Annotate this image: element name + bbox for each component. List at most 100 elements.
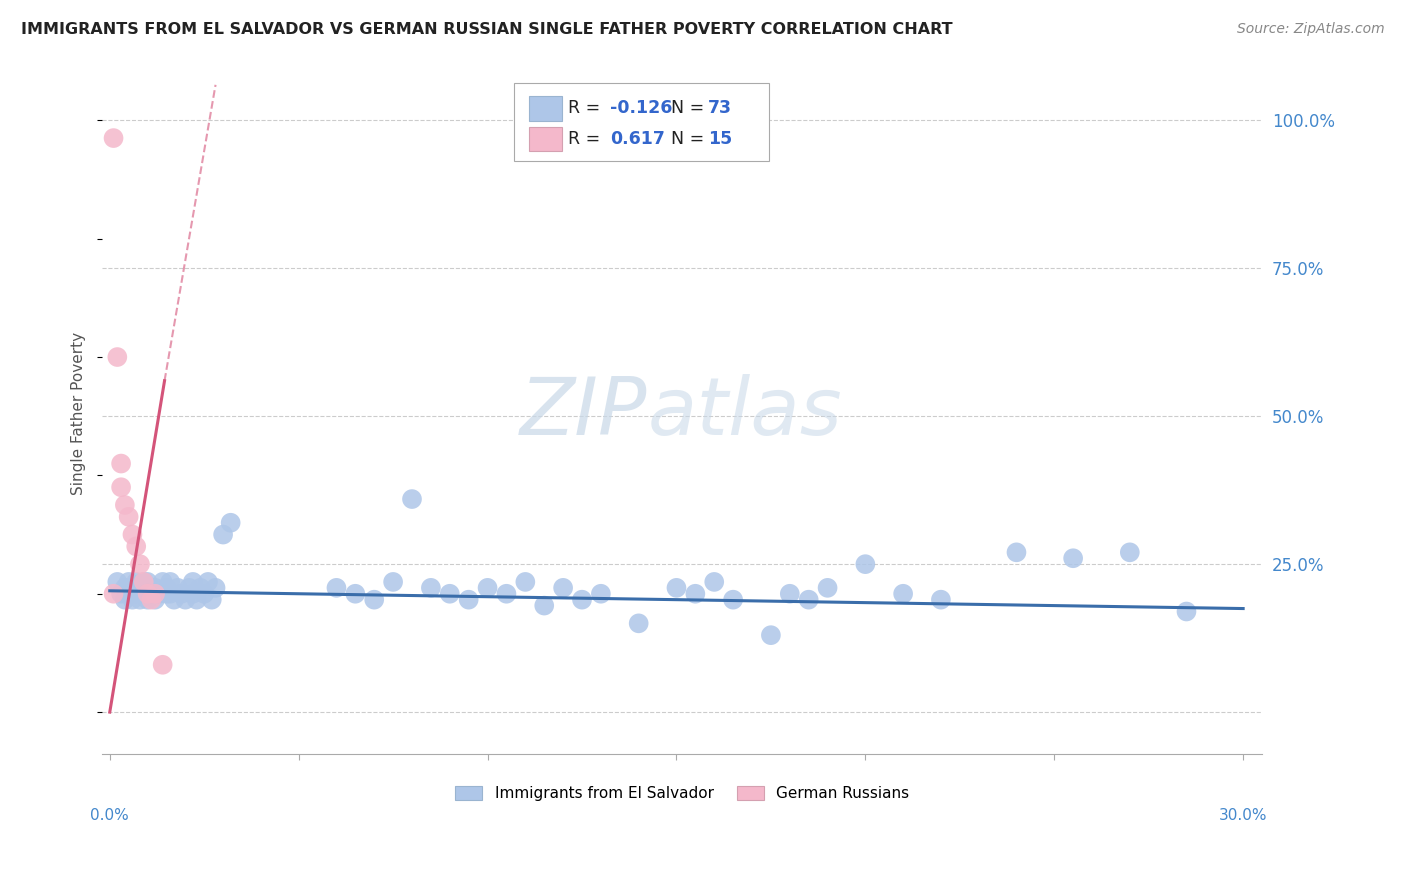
Point (105, 350, 128, 364)
Point (141, 587, 163, 601)
Point (457, 592, 479, 607)
Text: -0.126: -0.126 (610, 99, 672, 118)
Point (703, 574, 725, 589)
Point (212, 527, 235, 541)
Point (891, 587, 914, 601)
Point (325, 581, 347, 595)
Point (103, 131, 125, 145)
Point (114, 581, 136, 595)
Point (163, 592, 186, 607)
Point (143, 592, 166, 607)
Legend: Immigrants from El Salvador, German Russians: Immigrants from El Salvador, German Russ… (449, 780, 915, 807)
Point (477, 581, 499, 595)
Text: Source: ZipAtlas.com: Source: ZipAtlas.com (1237, 22, 1385, 37)
Point (170, 587, 193, 601)
Point (759, 628, 782, 642)
Text: 73: 73 (707, 99, 731, 118)
Point (136, 587, 159, 601)
Point (125, 587, 148, 601)
Text: 30.0%: 30.0% (1219, 808, 1267, 823)
Point (817, 581, 839, 595)
Point (533, 599, 555, 613)
Point (129, 581, 152, 595)
Point (1062, 551, 1084, 566)
Point (181, 574, 204, 589)
Point (159, 574, 181, 589)
Point (186, 592, 208, 607)
Point (143, 587, 166, 601)
Text: N =: N = (671, 130, 709, 148)
Point (121, 581, 143, 595)
Text: ZIP: ZIP (520, 375, 647, 452)
Point (853, 557, 876, 571)
Point (143, 581, 166, 595)
Point (515, 574, 537, 589)
Point (136, 592, 159, 607)
Point (419, 581, 441, 595)
Point (1175, 605, 1198, 619)
Point (797, 592, 820, 607)
Text: N =: N = (671, 99, 709, 118)
Point (1119, 545, 1142, 559)
Point (155, 581, 177, 595)
Point (110, 587, 132, 601)
Text: R =: R = (568, 99, 606, 118)
Point (129, 557, 152, 571)
Point (685, 587, 707, 601)
Y-axis label: Single Father Poverty: Single Father Poverty (72, 332, 86, 495)
Point (627, 616, 650, 631)
Point (118, 587, 141, 601)
Point (159, 587, 181, 601)
Point (344, 587, 367, 601)
Text: 0.617: 0.617 (610, 130, 665, 148)
Point (132, 574, 155, 589)
Point (439, 587, 461, 601)
Point (401, 491, 423, 506)
Point (152, 574, 174, 589)
Point (201, 592, 224, 607)
Point (181, 587, 204, 601)
Point (118, 509, 141, 524)
Point (721, 592, 744, 607)
Text: atlas: atlas (647, 375, 842, 452)
Point (155, 587, 177, 601)
Point (125, 574, 148, 589)
Point (103, 587, 125, 601)
Point (382, 574, 405, 589)
Point (190, 581, 212, 595)
Point (132, 587, 155, 601)
Point (114, 592, 136, 607)
Text: 0.0%: 0.0% (90, 808, 129, 823)
Point (118, 574, 141, 589)
Point (114, 498, 136, 512)
Point (177, 581, 200, 595)
Point (136, 587, 159, 601)
Point (193, 587, 215, 601)
FancyBboxPatch shape (515, 83, 769, 161)
FancyBboxPatch shape (529, 96, 561, 120)
Point (174, 592, 197, 607)
Point (121, 527, 143, 541)
Point (152, 657, 174, 672)
Point (495, 587, 517, 601)
Text: R =: R = (568, 130, 606, 148)
Point (132, 574, 155, 589)
Point (125, 540, 148, 554)
Point (363, 592, 385, 607)
Point (136, 574, 159, 589)
Point (110, 480, 132, 494)
FancyBboxPatch shape (529, 127, 561, 152)
Point (129, 592, 152, 607)
Point (166, 581, 188, 595)
Point (665, 581, 688, 595)
Point (204, 581, 226, 595)
Point (553, 581, 575, 595)
Point (929, 592, 952, 607)
Point (1005, 545, 1028, 559)
Point (141, 581, 163, 595)
Point (779, 587, 801, 601)
Point (589, 587, 612, 601)
Text: IMMIGRANTS FROM EL SALVADOR VS GERMAN RUSSIAN SINGLE FATHER POVERTY CORRELATION : IMMIGRANTS FROM EL SALVADOR VS GERMAN RU… (21, 22, 953, 37)
Point (105, 574, 128, 589)
Point (121, 592, 143, 607)
